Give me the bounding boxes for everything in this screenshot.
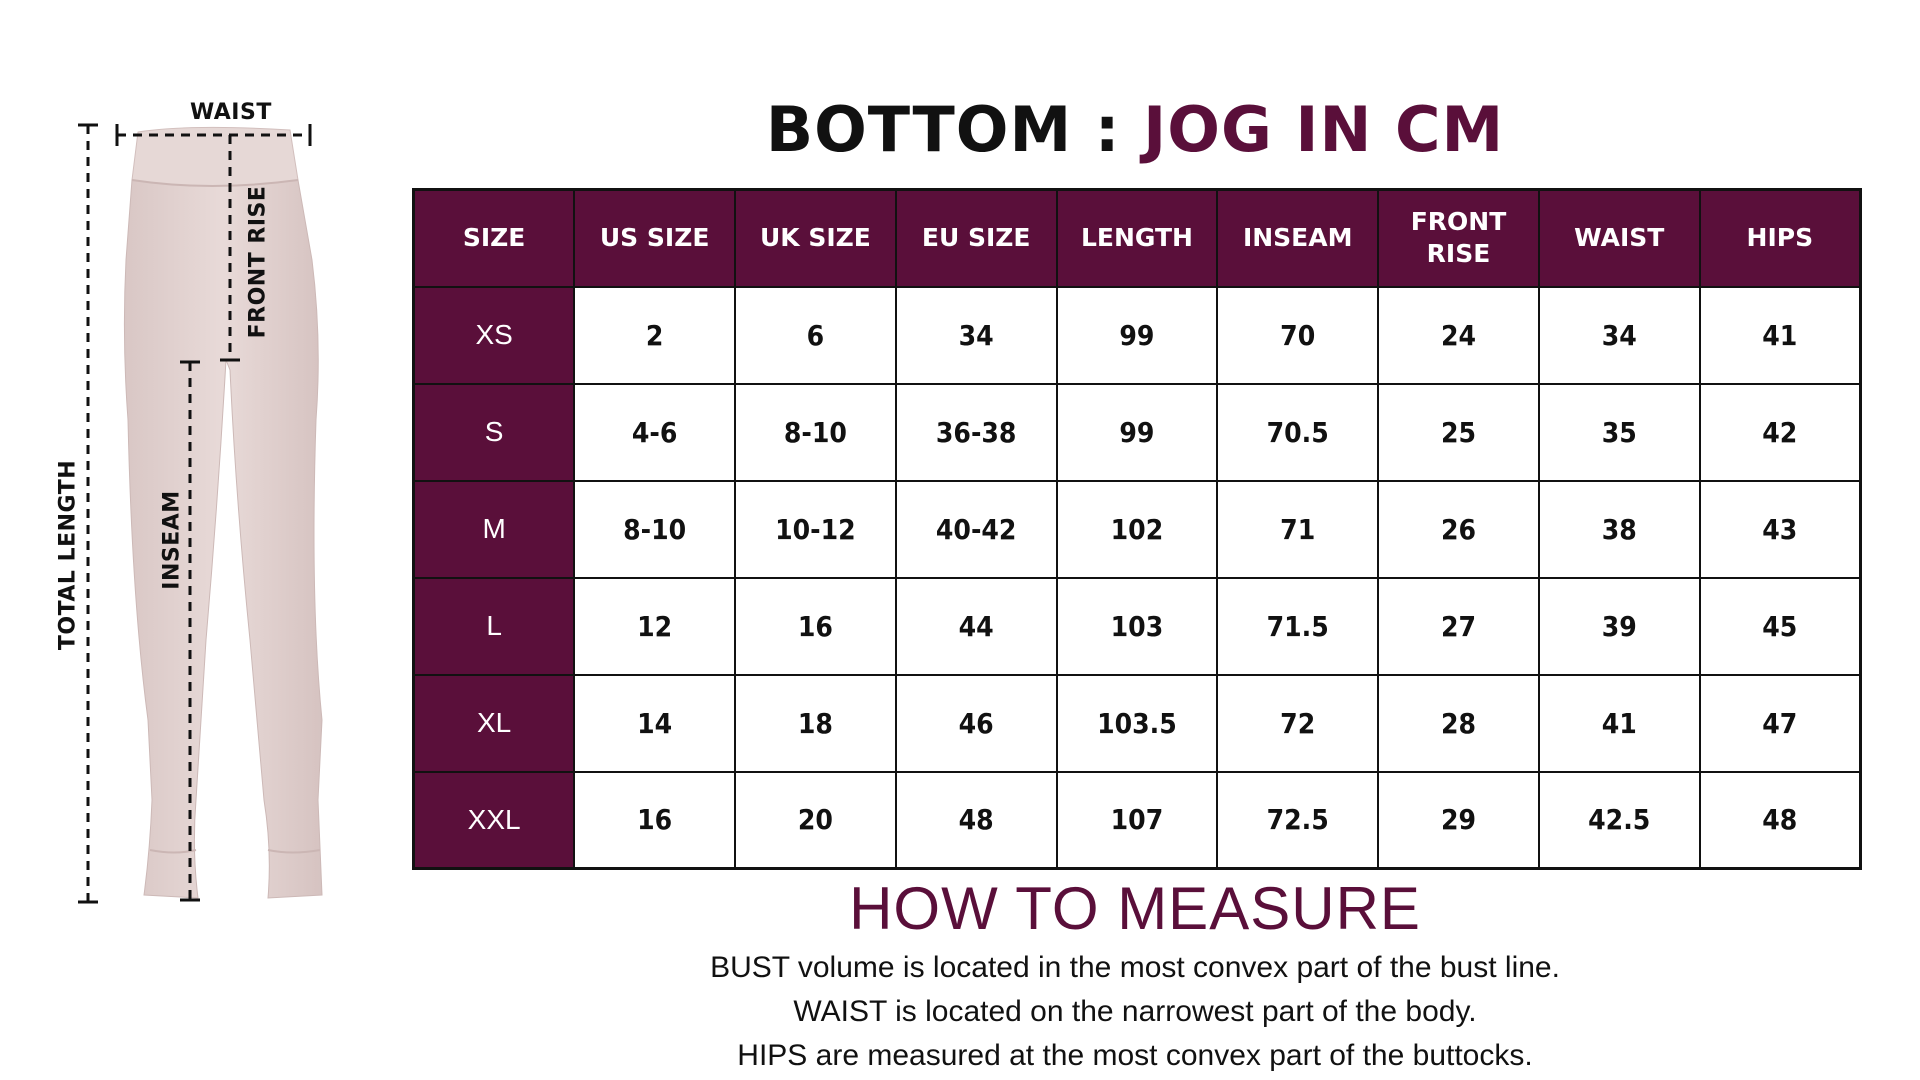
waist-label: WAIST xyxy=(190,100,272,125)
table-cell: 103.5 xyxy=(1055,673,1219,773)
page-title: BOTTOM : JOG IN CM xyxy=(410,92,1860,168)
table-cell: 46 xyxy=(894,673,1058,773)
table-cell: 26 xyxy=(1377,479,1540,579)
table-cell: 72 xyxy=(1216,673,1380,773)
size-chart-table: SIZE US SIZE UK SIZE EU SIZE LENGTH INSE… xyxy=(412,188,1862,870)
table-row: L 12 16 44 103 71.5 27 39 45 xyxy=(412,576,1862,676)
table-cell: 70.5 xyxy=(1216,382,1380,482)
size-cell: XXL xyxy=(412,770,576,870)
table-cell: 16 xyxy=(573,770,737,870)
inseam-label: INSEAM xyxy=(159,490,185,590)
table-cell: 41 xyxy=(1537,673,1701,773)
table-row: S 4-6 8-10 36-38 99 70.5 25 35 42 xyxy=(412,382,1862,482)
table-header-row: SIZE US SIZE UK SIZE EU SIZE LENGTH INSE… xyxy=(412,188,1862,288)
table-cell: 39 xyxy=(1537,576,1701,676)
pants-drawing xyxy=(78,123,323,904)
pants-waist-seam xyxy=(131,179,299,187)
size-cell: XL xyxy=(412,673,576,773)
table-cell: 99 xyxy=(1055,382,1219,482)
header-front-rise: FRONT RISE xyxy=(1377,188,1540,288)
instruction-waist: WAIST is located on the narrowest part o… xyxy=(793,995,1477,1028)
front-rise-label: FRONT RISE xyxy=(245,185,271,339)
table-cell: 72.5 xyxy=(1216,770,1380,870)
table-cell: 29 xyxy=(1377,770,1540,870)
table-cell: 48 xyxy=(894,770,1058,870)
header-hips: HIPS xyxy=(1698,188,1862,288)
pants-body xyxy=(123,179,323,899)
table-cell: 36-38 xyxy=(894,382,1058,482)
header-length: LENGTH xyxy=(1055,188,1219,288)
table-cell: 47 xyxy=(1698,673,1862,773)
table-cell: 25 xyxy=(1377,382,1540,482)
table-cell: 18 xyxy=(734,673,897,773)
pants-cuff-left xyxy=(149,849,197,854)
table-cell: 43 xyxy=(1698,479,1862,579)
table-row: XXL 16 20 48 107 72.5 29 42.5 48 xyxy=(412,770,1862,870)
table-cell: 42.5 xyxy=(1537,770,1701,870)
table-cell: 102 xyxy=(1055,479,1219,579)
pants-illustration: WAIST FRONT RISE INSEAM TOTAL LENGTH xyxy=(40,80,380,930)
table-cell: 4-6 xyxy=(573,382,737,482)
table-cell: 48 xyxy=(1698,770,1862,870)
table-cell: 41 xyxy=(1698,285,1862,385)
table-cell: 2 xyxy=(573,285,737,385)
pants-cuff-right xyxy=(267,849,321,854)
size-cell: M xyxy=(412,479,576,579)
table-row: XS 2 6 34 99 70 24 34 41 xyxy=(412,285,1862,385)
table-cell: 71 xyxy=(1216,479,1380,579)
table-cell: 38 xyxy=(1537,479,1701,579)
table-cell: 14 xyxy=(573,673,737,773)
table-row: M 8-10 10-12 40-42 102 71 26 38 43 xyxy=(412,479,1862,579)
how-to-measure-title: HOW TO MEASURE xyxy=(849,875,1421,942)
instruction-hips: HIPS are measured at the most convex par… xyxy=(737,1039,1533,1072)
table-cell: 35 xyxy=(1537,382,1701,482)
header-uk-size: UK SIZE xyxy=(734,188,897,288)
table-cell: 99 xyxy=(1055,285,1219,385)
table-cell: 20 xyxy=(734,770,897,870)
title-part-jog: JOG IN CM xyxy=(1143,93,1505,166)
header-eu-size: EU SIZE xyxy=(894,188,1058,288)
table-cell: 16 xyxy=(734,576,897,676)
table-cell: 24 xyxy=(1377,285,1540,385)
table-cell: 6 xyxy=(734,285,897,385)
table-cell: 71.5 xyxy=(1216,576,1380,676)
table-cell: 28 xyxy=(1377,673,1540,773)
table-cell: 45 xyxy=(1698,576,1862,676)
title-part-bottom: BOTTOM : xyxy=(765,93,1144,166)
table-cell: 103 xyxy=(1055,576,1219,676)
header-us-size: US SIZE xyxy=(573,188,737,288)
table-cell: 44 xyxy=(894,576,1058,676)
table-cell: 27 xyxy=(1377,576,1540,676)
table-row: XL 14 18 46 103.5 72 28 41 47 xyxy=(412,673,1862,773)
table-cell: 8-10 xyxy=(734,382,897,482)
instruction-bust: BUST volume is located in the most conve… xyxy=(710,951,1560,984)
header-size: SIZE xyxy=(412,188,576,288)
header-inseam: INSEAM xyxy=(1216,188,1380,288)
header-waist: WAIST xyxy=(1537,188,1701,288)
table-cell: 70 xyxy=(1216,285,1380,385)
table-cell: 34 xyxy=(894,285,1058,385)
table-cell: 8-10 xyxy=(573,479,737,579)
how-to-measure-instructions: BUST volume is located in the most conve… xyxy=(410,946,1860,1078)
total-length-label: TOTAL LENGTH xyxy=(55,459,81,651)
table-cell: 12 xyxy=(573,576,737,676)
size-cell: L xyxy=(412,576,576,676)
table-cell: 107 xyxy=(1055,770,1219,870)
table-cell: 42 xyxy=(1698,382,1862,482)
table-cell: 10-12 xyxy=(734,479,897,579)
size-cell: XS xyxy=(412,285,576,385)
size-cell: S xyxy=(412,382,576,482)
table-cell: 40-42 xyxy=(894,479,1058,579)
table-cell: 34 xyxy=(1537,285,1701,385)
